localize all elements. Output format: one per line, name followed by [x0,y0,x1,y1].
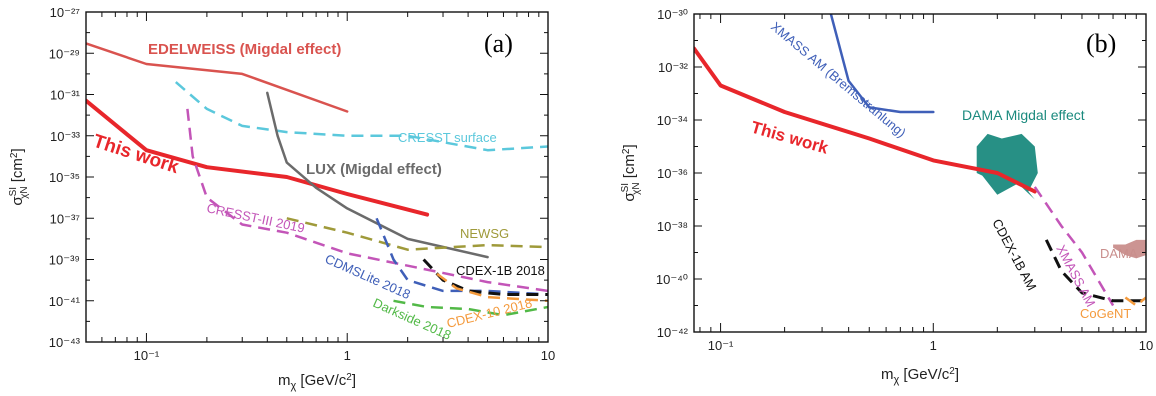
series-line-newsg-a [286,217,548,251]
y-axis-title-a: σSIχN [cm2] [8,148,30,205]
series-label-darkside-2018-a: Darkside 2018 [371,295,454,343]
x-tick-label-a: 10 [541,348,555,363]
x-tick-label-b: 10⁻¹ [708,338,734,353]
series-line-xmass-am-bremsstrahlung-b [829,14,935,114]
y-tick-label-a: 10⁻²⁹ [49,46,80,61]
series-label-xmass-am-bremsstrahlung-b: XMASS AM (Bremsstrahlung) [768,19,909,141]
series-label-edelweiss-migdal-effect-a: EDELWEISS (Migdal effect) [148,41,341,58]
series-line-xmass-am-b [1033,186,1115,307]
series-label-this-work-a: This work [90,131,181,179]
x-axis-title-b: mχ [GeV/c2] [881,366,959,386]
y-tick-label-a: 10⁻⁴³ [49,335,81,350]
axis-ticks-a: 10⁻⁴³ 10⁻⁴¹ 10⁻³⁹ 10⁻³⁷ 10⁻³⁵ 10⁻³³ 10⁻³¹ 10⁻²⁹… [49,5,555,363]
x-tick-label-a: 10⁻¹ [134,348,160,363]
y-tick-label-b: 10⁻³⁶ [657,166,688,181]
panel-label-a: (a) [484,29,513,58]
y-tick-label-b: 10⁻³⁰ [657,7,688,22]
series-label-cdex-1b-2018-a: CDEX-1B 2018 [456,263,545,278]
axis-ticks-b: 10⁻⁴² 10⁻⁴⁰ 10⁻³⁸ 10⁻³⁶ 10⁻³⁴ 10⁻³² 10⁻³⁰ 10⁻¹ 1… [656,7,1153,353]
chart-panel-b: DAMA Migdal effect DAMA XMASS AM (Bremsstr… [620,7,1153,386]
series-line-cdex-1b-2018-a [422,258,548,296]
series-label-cresst-iii-2019-a: CRESST-III 2019 [205,200,306,235]
region-dama-migdal-effect-b [976,133,1038,200]
y-tick-label-b: 10⁻⁴² [657,325,689,340]
series-line-cresst-surface-a [174,81,548,152]
series-label-lux-migdal-effect-a: LUX (Migdal effect) [306,161,442,178]
region-dama-b [1113,239,1146,259]
y-tick-label-a: 10⁻³³ [50,129,81,144]
series-labels-b: DAMA Migdal effect DAMA XMASS AM (Bremsstr… [749,19,1138,321]
series-label-xmass-am-b: XMASS AM [1053,242,1098,309]
series-label-cogent-b: CoGeNT [1080,306,1131,321]
series-group-b [694,14,1146,307]
y-tick-label-b: 10⁻³⁸ [657,219,688,234]
y-tick-label-b: 10⁻⁴⁰ [656,272,688,287]
y-axis-title-b: σSIχN [cm2] [620,144,642,201]
x-axis-title-a: mχ [GeV/c2] [278,372,356,392]
y-tick-label-a: 10⁻²⁷ [50,5,81,20]
series-line-darkside-2018-a [393,299,548,317]
x-tick-label-a: 1 [344,348,351,363]
series-label-cresst-surface-a: CRESST surface [398,130,497,145]
y-tick-label-a: 10⁻³⁵ [49,170,80,185]
series-line-cdmslite-2018-a [375,217,548,296]
series-line-cresst-iii-2019-a [186,108,548,293]
panel-label-b: (b) [1086,29,1116,58]
series-line-cdex-1b-am-b [1044,239,1146,303]
series-line-edelweiss-migdal-effect-a [86,42,349,113]
series-line-this-work-b [694,46,1037,194]
series-label-cdex-1b-am-b: CDEX-1B AM [989,216,1039,293]
series-labels-a: EDELWEISS (Migdal effect) This work CRESST… [90,41,544,343]
series-line-cogent-b [1124,296,1146,307]
series-label-newsg-a: NEWSG [460,226,509,241]
x-tick-label-b: 10 [1139,338,1153,353]
series-line-this-work-a [86,98,430,217]
y-tick-label-a: 10⁻³⁷ [50,211,81,226]
region-label-dama-b: DAMA [1100,246,1138,261]
y-tick-label-b: 10⁻³⁴ [657,113,688,128]
x-tick-label-b: 1 [930,338,937,353]
series-line-cdex-10-2018-a [436,272,548,303]
y-tick-label-a: 10⁻³⁹ [49,253,80,268]
chart-panel-a: EDELWEISS (Migdal effect) This work CRESST… [8,5,555,392]
region-label-dama-migdal-effect-b: DAMA Migdal effect [962,107,1085,123]
series-label-cdex-10-2018-a: CDEX-10 2018 [445,295,533,331]
series-line-lux-migdal-effect-a [266,91,489,259]
series-group-a [86,42,548,317]
y-tick-label-a: 10⁻⁴¹ [49,294,81,309]
y-tick-label-b: 10⁻³² [658,60,689,75]
y-tick-label-a: 10⁻³¹ [50,88,81,103]
